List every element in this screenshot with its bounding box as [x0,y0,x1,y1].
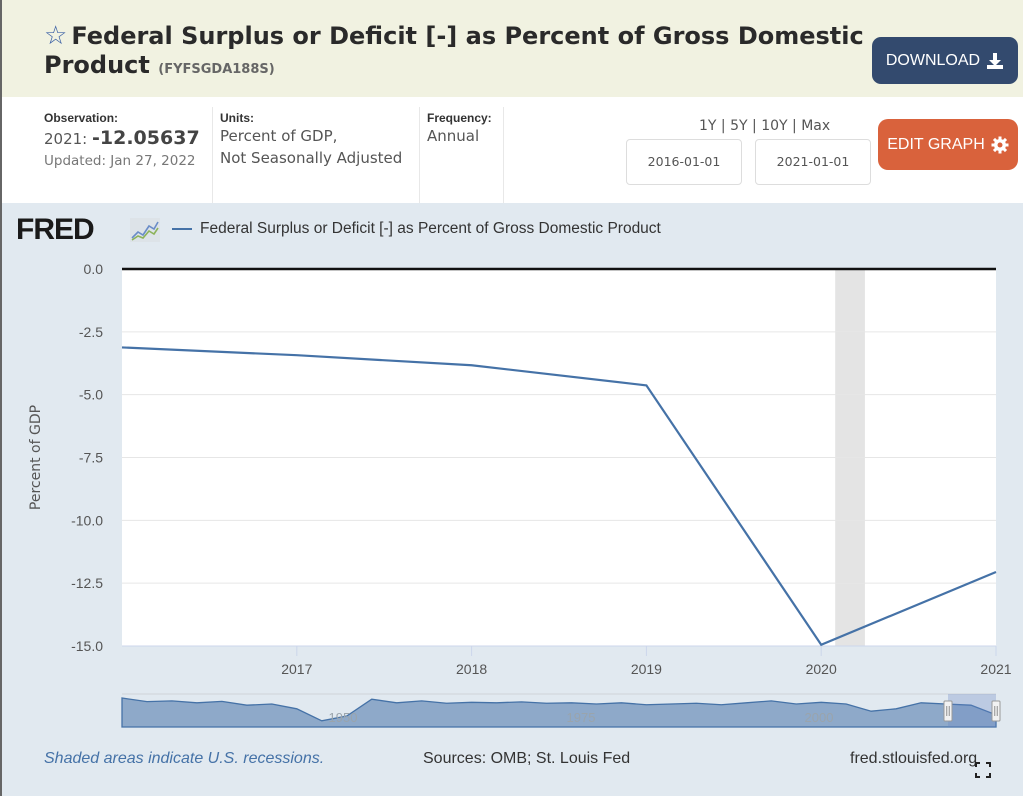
separator: | [720,118,726,134]
navigator-series [121,697,997,728]
sources-text: Sources: OMB; St. Louis Fed [423,750,631,767]
y-tick-label: -15.0 [71,638,103,654]
frequency-label: Frequency: [427,111,492,125]
star-outline-icon[interactable]: ☆ [44,21,68,51]
divider [503,107,504,203]
fred-logo-graph-icon [130,218,160,242]
site-link[interactable]: fred.stlouisfed.org [850,750,978,767]
navigator-label: 1975 [567,710,596,725]
fullscreen-icon[interactable] [975,762,991,778]
edit-graph-label: EDIT GRAPH [887,135,985,153]
range-10y-link[interactable]: 10Y [761,118,788,134]
y-tick-label: -5.0 [79,387,103,403]
range-1y-link[interactable]: 1Y [699,118,717,134]
observation-value: -12.05637 [92,127,200,149]
legend-label: Federal Surplus or Deficit [-] as Percen… [200,220,661,237]
updated-date: Updated: Jan 27, 2022 [44,153,196,169]
page-title: ☆ Federal Surplus or Deficit [-] as Perce… [44,22,864,84]
x-tick-label: 2019 [631,661,662,677]
units-line2: Not Seasonally Adjusted [220,149,403,167]
y-axis-label: Percent of GDP [28,405,44,510]
frequency-value: Annual [427,127,480,145]
observation-date: 2021: [44,130,88,148]
observation-label: Observation: [44,111,119,125]
frequency-block: Frequency: Annual [427,111,492,147]
navigator-handle-left[interactable] [943,700,953,722]
recession-note: Shaded areas indicate U.S. recessions. [44,750,325,767]
download-button[interactable]: DOWNLOAD [872,37,1018,84]
navigator-label: 2000 [805,710,834,725]
y-tick-label: 0.0 [84,261,104,277]
range-5y-link[interactable]: 5Y [730,118,748,134]
divider [212,107,213,203]
legend-swatch [172,228,192,230]
units-block: Units: Percent of GDP, Not Seasonally Ad… [220,111,402,169]
navigator-handle-right[interactable] [991,700,1001,722]
y-tick-label: -12.5 [71,575,103,591]
units-label: Units: [220,111,254,125]
units-line1: Percent of GDP, [220,127,338,145]
separator: | [752,118,757,134]
y-tick-label: -2.5 [79,324,103,340]
fred-logo: FRED [16,213,95,246]
y-tick-label: -10.0 [71,512,103,528]
x-tick-label: 2020 [806,661,837,677]
gear-icon [991,136,1009,153]
navigator-label: 1950 [329,710,358,725]
range-links: 1Y | 5Y | 10Y | Max [699,118,830,134]
chart-legend: Federal Surplus or Deficit [-] as Percen… [172,220,661,238]
divider [419,107,420,203]
x-tick-label: 2021 [980,661,1011,677]
range-max-link[interactable]: Max [801,118,831,134]
header-bar [2,0,1023,97]
title-text: Federal Surplus or Deficit [-] as Percen… [44,22,864,79]
separator: | [792,118,797,134]
series-id: (FYFSGDA188S) [158,62,275,77]
end-date-input[interactable]: 2021-01-01 [755,139,871,185]
series-line [121,346,997,647]
x-tick-label: 2017 [281,661,312,677]
edit-graph-button[interactable]: EDIT GRAPH [878,119,1018,170]
download-icon [987,52,1004,69]
observation-block: Observation: 2021: -12.05637 Updated: Ja… [44,111,200,172]
x-tick-label: 2018 [456,661,487,677]
y-tick-label: -7.5 [79,450,103,466]
start-date-input[interactable]: 2016-01-01 [626,139,742,185]
download-label: DOWNLOAD [885,51,981,69]
navigator-selection[interactable] [948,694,996,727]
